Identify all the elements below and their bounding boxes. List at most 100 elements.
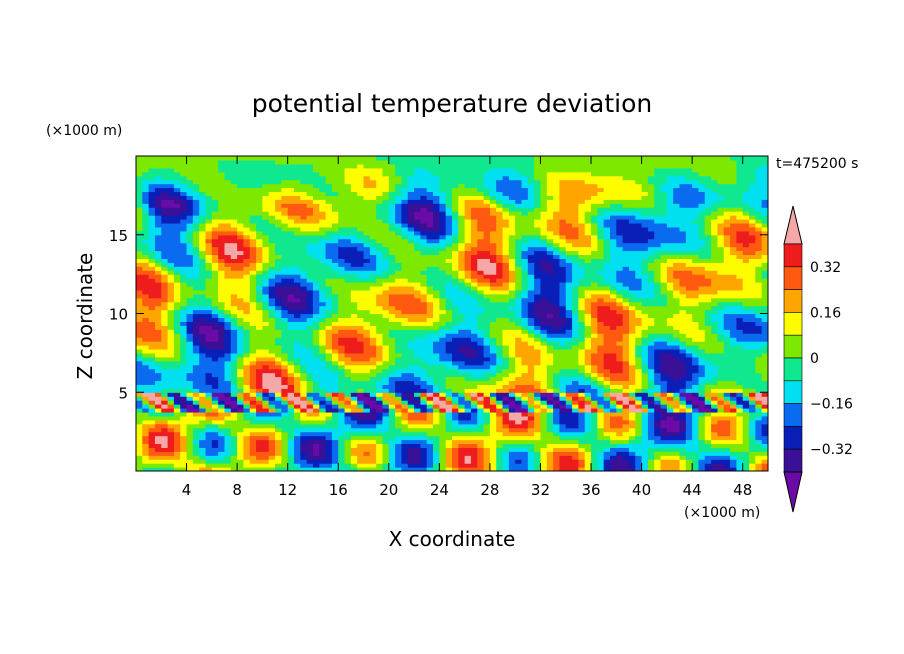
heatmap-cell [281,301,289,307]
heatmap-cell [186,423,194,429]
heatmap-cell [458,203,466,208]
heatmap-cell [142,360,150,366]
heatmap-cell [294,242,301,248]
heatmap-cell [458,289,466,295]
heatmap-cell [439,293,447,299]
heatmap-cell [477,195,485,200]
heatmap-cell [382,207,390,212]
heatmap-cell [452,262,459,267]
heatmap-cell [489,372,497,378]
heatmap-cell [199,215,207,220]
heatmap-cell [376,211,384,216]
heatmap-cell [369,431,377,437]
heatmap-cell [382,254,390,259]
heatmap-cell [445,203,453,208]
heatmap-cell [401,250,409,256]
heatmap-cell [268,297,276,303]
heatmap-cell [458,254,466,259]
heatmap-cell [275,199,282,204]
heatmap-cell [515,352,523,358]
heatmap-cell [496,325,504,330]
heatmap-cell [148,321,156,326]
heatmap-cell [338,392,346,397]
heatmap-cell [319,451,327,456]
heatmap-cell [249,187,257,193]
heatmap-cell [281,360,289,366]
heatmap-cell [521,451,529,456]
heatmap-cell [414,219,421,224]
heatmap-cell [180,274,188,279]
heatmap-cell [268,309,276,315]
heatmap-cell [161,285,169,291]
heatmap-cell [237,333,245,338]
heatmap-cell [376,388,384,393]
heatmap-cell [249,266,257,271]
heatmap-cell [275,254,282,259]
heatmap-cell [180,360,188,366]
heatmap-cell [527,427,535,433]
heatmap-cell [237,419,245,425]
heatmap-cell [167,230,175,236]
heatmap-cell [199,230,207,236]
heatmap-cell [502,159,510,165]
heatmap-cell [344,238,352,244]
heatmap-cell [363,400,371,405]
heatmap-cell [426,455,434,460]
heatmap-cell [312,400,320,405]
heatmap-cell [230,364,238,370]
heatmap-cell [300,341,308,346]
heatmap-cell [325,289,333,295]
heatmap-cell [224,179,232,185]
heatmap-cell [445,167,453,173]
heatmap-cell [281,459,289,464]
heatmap-cell [439,372,447,378]
heatmap-cell [401,242,409,248]
heatmap-cell [148,219,156,224]
heatmap-cell [211,392,219,397]
heatmap-cell [350,321,358,326]
heatmap-cell [148,163,156,169]
heatmap-cell [388,321,396,326]
heatmap-cell [395,183,403,189]
heatmap-cell [312,211,320,216]
heatmap-cell [224,159,232,165]
heatmap-cell [256,341,263,346]
heatmap-cell [338,167,346,173]
heatmap-cell [439,183,447,189]
heatmap-cell [458,309,466,315]
heatmap-cell [376,341,384,346]
heatmap-cell [407,435,415,441]
heatmap-cell [515,215,523,220]
heatmap-cell [192,179,200,185]
heatmap-cell [414,183,421,189]
heatmap-cell [357,439,365,445]
heatmap-cell [300,199,308,204]
heatmap-cell [369,230,377,236]
heatmap-cell [331,278,339,283]
heatmap-cell [325,404,333,409]
heatmap-cell [275,467,282,471]
heatmap-cell [489,356,497,362]
heatmap-cell [192,211,200,216]
heatmap-cell [350,427,358,433]
heatmap-cell [470,278,478,283]
heatmap-cell [414,329,421,334]
heatmap-cell [445,352,453,358]
heatmap-cell [218,356,226,362]
heatmap-cell [224,293,232,299]
heatmap-cell [401,388,409,393]
heatmap-cell [256,427,263,433]
heatmap-cell [249,380,257,385]
heatmap-cell [376,404,384,409]
heatmap-cell [458,360,466,366]
heatmap-cell [363,376,371,382]
heatmap-cell [173,183,181,189]
heatmap-cell [420,364,428,370]
heatmap-cell [262,175,270,181]
heatmap-cell [218,156,226,161]
heatmap-cell [445,289,453,295]
heatmap-cell [256,156,263,161]
heatmap-cell [154,211,162,216]
heatmap-cell [407,404,415,409]
heatmap-cell [376,207,384,212]
